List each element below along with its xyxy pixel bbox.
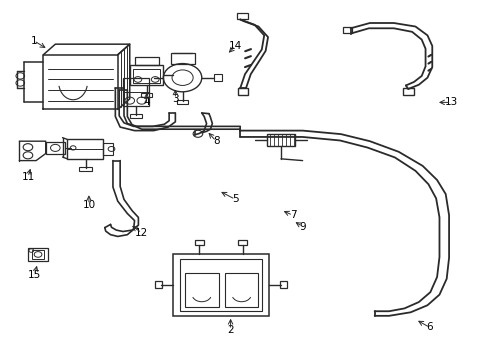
Text: 12: 12 — [135, 228, 148, 238]
Text: 11: 11 — [22, 172, 35, 182]
Bar — [141, 93, 152, 97]
Text: 7: 7 — [290, 210, 296, 220]
Bar — [280, 282, 287, 288]
Bar — [67, 139, 103, 159]
Text: 1: 1 — [30, 36, 37, 46]
Text: 10: 10 — [82, 200, 96, 210]
Bar — [130, 114, 142, 118]
Bar — [133, 69, 160, 83]
Text: 14: 14 — [229, 41, 242, 51]
Bar — [46, 142, 65, 154]
Bar — [225, 274, 258, 307]
Bar — [180, 259, 262, 311]
Bar — [238, 87, 248, 95]
Text: 2: 2 — [227, 325, 234, 335]
Bar — [195, 240, 204, 245]
Text: 8: 8 — [213, 136, 220, 146]
Bar — [135, 57, 159, 65]
Bar — [103, 143, 113, 155]
Text: 15: 15 — [28, 270, 41, 280]
Bar — [171, 53, 195, 64]
Text: 4: 4 — [143, 98, 150, 107]
Bar — [32, 249, 44, 259]
Bar — [177, 100, 188, 104]
Bar — [155, 282, 162, 288]
Bar — [214, 74, 222, 81]
Bar — [237, 13, 248, 19]
Text: 5: 5 — [232, 194, 239, 204]
Text: 3: 3 — [172, 94, 179, 104]
Bar — [343, 27, 352, 32]
Bar — [28, 248, 48, 261]
Bar — [238, 240, 247, 245]
Bar — [130, 66, 163, 85]
Bar — [403, 88, 414, 95]
Bar — [185, 274, 219, 307]
Bar — [173, 254, 269, 316]
Bar — [267, 134, 295, 147]
Text: 9: 9 — [299, 221, 306, 231]
Text: 13: 13 — [445, 98, 458, 107]
Bar — [79, 167, 92, 171]
Bar — [122, 78, 149, 106]
Text: 6: 6 — [427, 323, 433, 333]
